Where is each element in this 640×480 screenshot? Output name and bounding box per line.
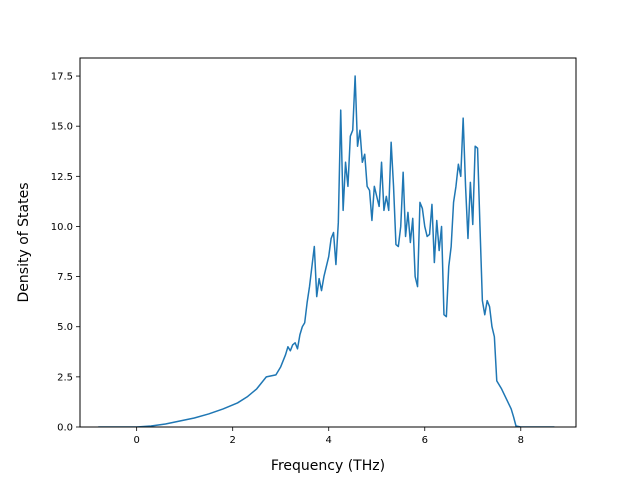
y-tick-label: 7.5	[57, 272, 73, 283]
y-tick-label: 0.0	[57, 423, 73, 434]
x-axis-ticks: 0 2 4 6 8	[133, 427, 524, 446]
y-tick-label: 12.5	[51, 172, 73, 183]
x-tick-label: 4	[326, 435, 332, 446]
x-axis-label: Frequency (THz)	[271, 458, 385, 474]
y-axis-label: Density of States	[16, 183, 32, 303]
series-line-0	[98, 75, 555, 427]
y-axis-ticks: 0.0 2.5 5.0 7.5 10.0 12.5 15.0 17.5	[51, 72, 80, 434]
y-tick-label: 5.0	[57, 322, 73, 333]
x-tick-label: 0	[133, 435, 139, 446]
y-tick-label: 17.5	[51, 72, 73, 83]
x-tick-label: 2	[230, 435, 236, 446]
x-tick-label: 8	[518, 435, 524, 446]
y-tick-label: 2.5	[57, 372, 73, 383]
y-tick-label: 15.0	[51, 122, 73, 133]
x-tick-label: 6	[422, 435, 428, 446]
plot-data	[98, 75, 555, 427]
axes-frame	[79, 57, 577, 428]
y-tick-label: 10.0	[51, 222, 73, 233]
